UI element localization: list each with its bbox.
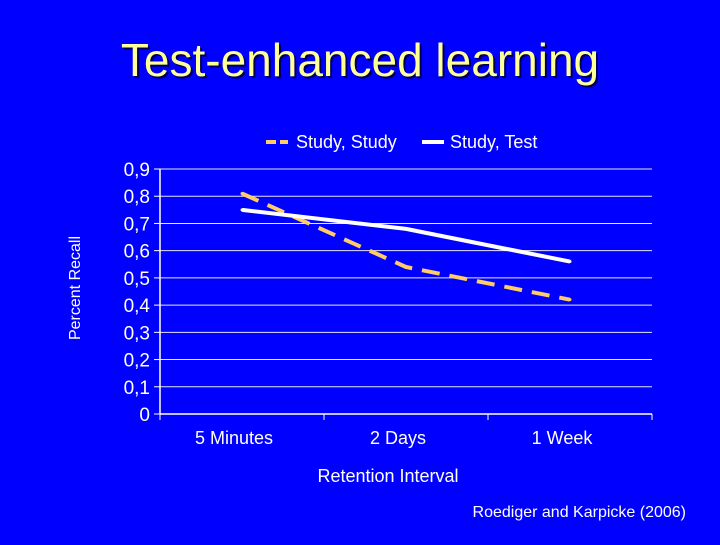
y-tick-label: 0,6 [124, 242, 150, 263]
x-axis-label: Retention Interval [317, 466, 458, 486]
chart-legend: Study, Study Study, Test [266, 132, 537, 152]
y-tick-label: 0,8 [124, 187, 150, 208]
y-tick-label: 0,7 [124, 214, 150, 235]
x-axis-ticks: 5 Minutes 2 Days 1 Week [195, 428, 593, 448]
y-tick-label: 0,3 [124, 323, 150, 344]
x-tick-label: 1 Week [532, 428, 594, 448]
series-line-study-test [241, 207, 571, 264]
y-tick-label: 0,4 [124, 296, 151, 317]
chart-series [240, 191, 572, 302]
chart-axes [154, 168, 653, 420]
y-tick-label: 0,9 [124, 160, 150, 181]
slide-title: Test-enhanced learning [120, 34, 600, 86]
x-tick-label: 5 Minutes [195, 428, 273, 448]
data-point [240, 192, 244, 195]
x-tick-label: 2 Days [370, 428, 426, 448]
y-tick-label: 0,5 [124, 269, 150, 290]
chart-gridlines [160, 168, 652, 388]
source-citation: Roediger and Karpicke (2006) [472, 504, 686, 521]
y-axis-label: Percent Recall [67, 236, 84, 340]
y-tick-label: 0,2 [124, 351, 150, 372]
data-point [240, 208, 244, 212]
data-point [404, 227, 408, 231]
data-point [568, 260, 572, 264]
data-point [568, 298, 572, 302]
y-axis-ticks: 0 0,1 0,2 0,3 0,4 0,5 0,6 0,7 0,8 0,9 [124, 160, 151, 426]
y-tick-label: 0,1 [124, 378, 150, 399]
series-line-study-study [241, 191, 571, 302]
legend-label: Study, Study [296, 132, 397, 152]
legend-label: Study, Test [450, 132, 537, 152]
data-point [404, 265, 408, 269]
y-tick-label: 0 [139, 405, 150, 426]
